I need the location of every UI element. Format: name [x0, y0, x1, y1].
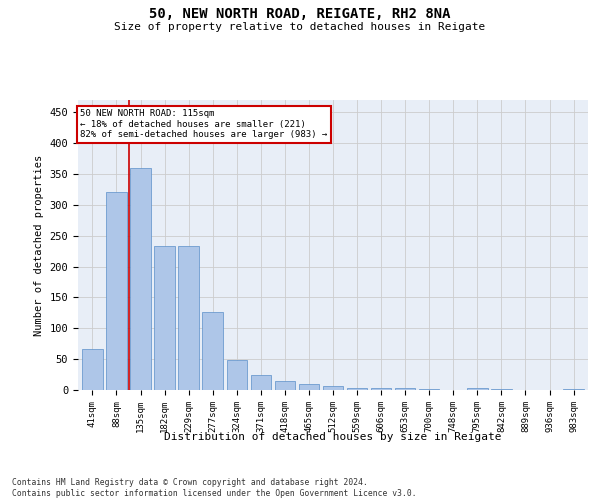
- Bar: [347, 388, 367, 390]
- Text: 50, NEW NORTH ROAD, REIGATE, RH2 8NA: 50, NEW NORTH ROAD, REIGATE, RH2 8NA: [149, 8, 451, 22]
- Bar: [106, 192, 127, 390]
- Bar: [275, 380, 295, 390]
- Bar: [154, 246, 175, 390]
- Bar: [371, 388, 391, 390]
- Bar: [467, 388, 488, 390]
- Bar: [323, 386, 343, 390]
- Bar: [251, 375, 271, 390]
- Bar: [202, 312, 223, 390]
- Bar: [227, 360, 247, 390]
- Bar: [299, 384, 319, 390]
- Y-axis label: Number of detached properties: Number of detached properties: [34, 154, 44, 336]
- Bar: [178, 246, 199, 390]
- Text: Distribution of detached houses by size in Reigate: Distribution of detached houses by size …: [164, 432, 502, 442]
- Text: Size of property relative to detached houses in Reigate: Size of property relative to detached ho…: [115, 22, 485, 32]
- Text: 50 NEW NORTH ROAD: 115sqm
← 18% of detached houses are smaller (221)
82% of semi: 50 NEW NORTH ROAD: 115sqm ← 18% of detac…: [80, 110, 328, 139]
- Bar: [130, 168, 151, 390]
- Bar: [82, 348, 103, 390]
- Text: Contains HM Land Registry data © Crown copyright and database right 2024.
Contai: Contains HM Land Registry data © Crown c…: [12, 478, 416, 498]
- Bar: [395, 388, 415, 390]
